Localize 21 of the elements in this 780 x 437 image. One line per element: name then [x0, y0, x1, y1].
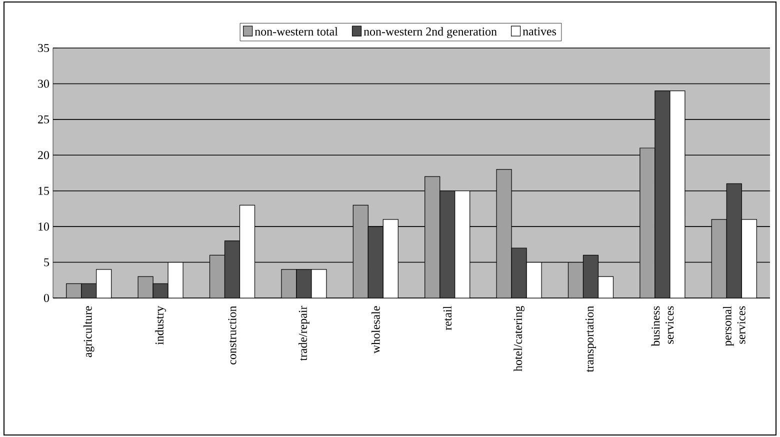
x-tick-label: retail [443, 306, 452, 330]
x-tick-label: industry [155, 306, 166, 345]
y-tick-label: 35 [38, 44, 50, 52]
y-tick-label: 0 [44, 294, 50, 302]
y-tick-label: 25 [38, 115, 50, 124]
y-tick-label: 20 [38, 151, 50, 160]
y-tick-label: 15 [38, 186, 50, 195]
y-tick-label: 30 [38, 80, 50, 88]
legend-label: natives [522, 27, 556, 36]
x-tick-label: transportation [586, 306, 596, 372]
x-tick-label: personal services [722, 306, 746, 346]
x-tick-label: agriculture [83, 306, 94, 358]
x-tick-label: trade/repair [298, 306, 310, 361]
legend-label: non-western total [254, 27, 338, 36]
x-tick-label: wholesale [371, 306, 380, 354]
y-tick-label: 10 [38, 222, 50, 231]
x-tick-label: business services [651, 306, 674, 346]
legend-label: non-western 2nd generation [364, 27, 497, 38]
y-tick-label: 5 [44, 258, 50, 266]
x-tick-label: hotel/catering [514, 306, 524, 372]
x-tick-label: construction [228, 306, 236, 364]
